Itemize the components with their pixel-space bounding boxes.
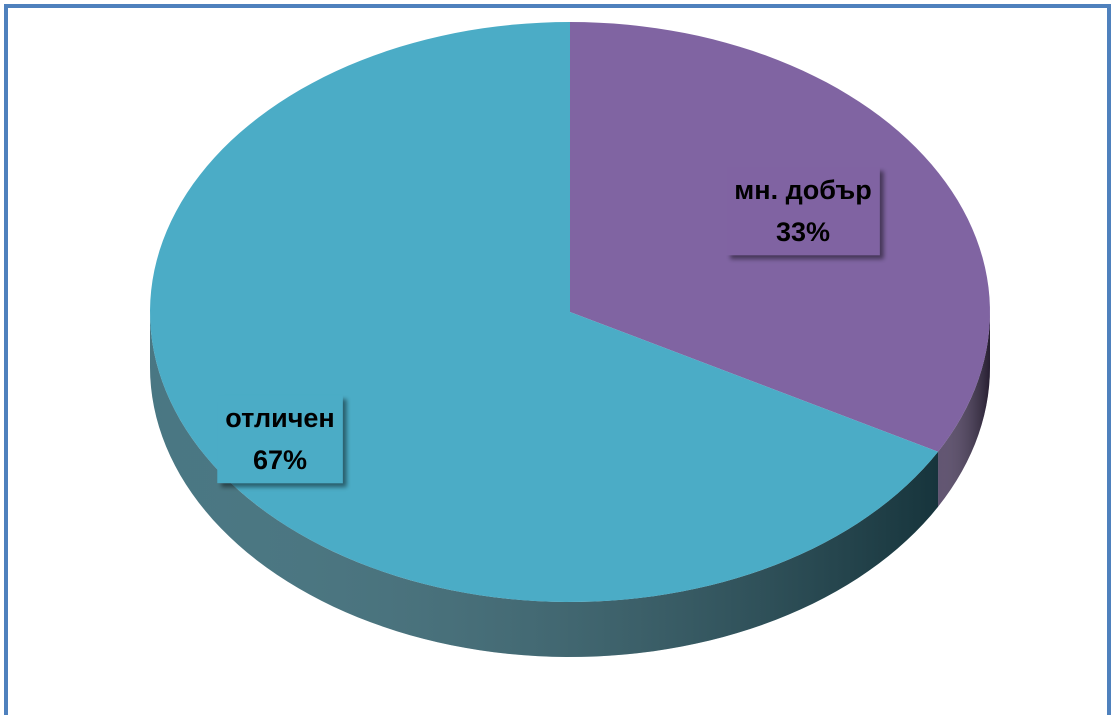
data-label-category: мн. добър [734,175,871,205]
data-label-box [726,167,880,256]
data-label: отличен 67% [217,395,343,484]
pie-slice-side-shade [150,312,939,657]
data-label-value: 33% [776,217,830,247]
pie-slice [150,22,939,602]
data-label-box [217,395,343,484]
data-label-value: 67% [253,445,307,475]
pie-slice-side-shade [938,312,990,507]
data-label-category: отличен [225,403,334,433]
data-label: мн. добър 33% [726,167,880,256]
